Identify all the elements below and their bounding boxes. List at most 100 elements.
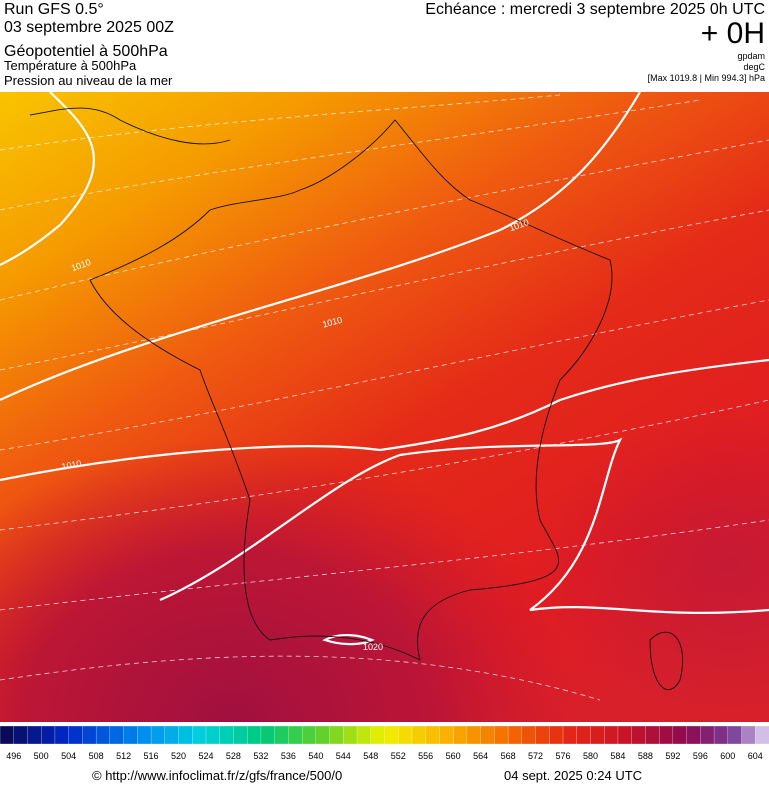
field: Géopotentiel à 500hPa [4,43,168,60]
color-swatch [494,725,509,745]
color-swatch [0,725,15,745]
color-swatch [384,725,399,745]
color-swatch [247,725,262,745]
color-swatch [507,725,523,745]
footer-url: © http://www.infoclimat.fr/z/gfs/france/… [92,768,342,783]
color-swatch [686,725,701,745]
colorbar-label: 556 [418,751,433,761]
color-swatch [480,725,496,745]
color-swatch [672,725,688,745]
color-swatch [288,725,303,745]
color-swatch [590,725,605,745]
color-swatch [164,725,180,745]
echeance: Echéance : mercredi 3 septembre 2025 0h … [425,1,765,18]
color-swatch [411,725,427,745]
color-swatch [713,725,729,745]
isobar-label: 1020 [363,642,383,652]
color-swatch [178,725,193,745]
colorbar-label: 504 [61,751,76,761]
color-swatch [466,725,482,745]
colorbar-label: 536 [281,751,296,761]
colorbar-label: 560 [446,751,461,761]
colorbar-label: 596 [693,751,708,761]
color-swatch [576,725,592,745]
colorbar-label: 520 [171,751,186,761]
colorbar: 496 500 504 508 512 516 520 524 528 532 536 540 544 5… [0,725,769,761]
run-date: 03 septembre 2025 00Z [4,19,174,36]
range: [Max 1019.8 | Min 994.3] hPa [648,73,765,83]
color-swatch [521,725,537,745]
color-swatch [274,725,290,745]
colorbar-label: 568 [501,751,516,761]
color-swatch [562,725,578,745]
colorbar-label: 552 [391,751,406,761]
color-swatch [68,725,84,745]
isobar-label: 1010 [61,458,82,471]
color-swatch [604,725,619,745]
color-swatch [82,725,97,745]
color-swatch [535,725,550,745]
colorbar-label: 540 [308,751,323,761]
colorbar-label: 516 [144,751,159,761]
color-swatch [425,725,441,745]
color-swatch [233,725,248,745]
colorbar-label: 500 [34,751,49,761]
field: Pression au niveau de la mer [4,73,173,88]
color-swatch [700,725,715,745]
unit: gpdam [737,51,765,61]
unit: degC [743,62,765,72]
colorbar-label: 600 [720,751,735,761]
color-swatch [398,725,413,745]
color-swatch [41,725,56,745]
color-swatch [356,725,372,745]
colorbar-label: 508 [89,751,104,761]
color-swatch [370,725,386,745]
color-swatch [727,725,743,745]
color-swatch [645,725,660,745]
color-swatch [631,725,647,745]
colorbar-label: 592 [665,751,680,761]
run: Run GFS 0.5° [4,1,104,18]
color-swatch [301,725,317,745]
color-swatch [123,725,138,745]
color-swatch [260,725,276,745]
footer-time: 04 sept. 2025 0:24 UTC [504,768,642,783]
color-swatch [137,725,152,745]
isobars [0,91,769,646]
color-swatch [95,725,111,745]
colorbar-label: 548 [363,751,378,761]
color-swatch [192,725,207,745]
colorbar-label: 604 [748,751,763,761]
isotherms [0,94,769,701]
colorbar-label: 580 [583,751,598,761]
color-swatch [150,725,166,745]
color-swatch [54,725,70,745]
colorbar-label: 544 [336,751,351,761]
color-swatch [343,725,358,745]
colorbar-label: 496 [6,751,21,761]
color-swatch [329,725,344,745]
coastline [29,107,684,691]
color-swatch [755,725,769,745]
colorbar-label: 532 [253,751,268,761]
color-swatch [658,725,674,745]
field-bg [0,92,769,722]
colorbar-label: 572 [528,751,543,761]
color-swatch [315,725,331,745]
color-swatch [109,725,125,745]
colorbar-label: 564 [473,751,488,761]
color-swatch [27,725,42,745]
color-swatch [617,725,633,745]
colorbar-label: 528 [226,751,241,761]
offset: + 0H [701,17,765,50]
colorbar-label: 584 [610,751,625,761]
color-swatch [549,725,564,745]
header: Run GFS 0.5° 03 septembre 2025 00Z Géopo… [4,1,766,88]
color-swatch [453,725,468,745]
field: Température à 500hPa [4,58,137,73]
colorbar-label: 588 [638,751,653,761]
colorbar-label: 512 [116,751,131,761]
color-swatch [219,725,235,745]
